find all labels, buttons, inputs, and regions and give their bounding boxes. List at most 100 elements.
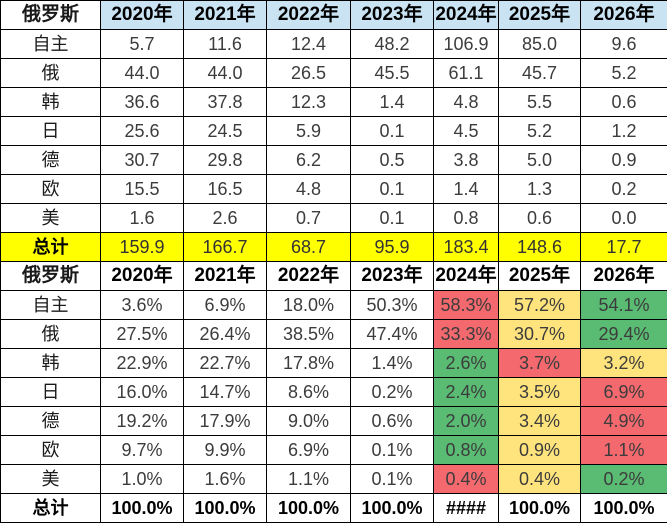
row-label-cell[interactable]: 俄	[1, 59, 101, 88]
value-cell[interactable]: 22.9%	[101, 349, 184, 378]
value-cell[interactable]: 1.6%	[184, 465, 267, 494]
value-cell[interactable]: 4.8	[267, 175, 351, 204]
value-cell[interactable]: 0.4%	[434, 465, 499, 494]
value-cell[interactable]: 1.3	[499, 175, 581, 204]
value-cell[interactable]: 3.7%	[499, 349, 581, 378]
value-cell[interactable]: 44.0	[184, 59, 267, 88]
row-label-cell[interactable]: 韩	[1, 88, 101, 117]
row-label-cell[interactable]: 德	[1, 407, 101, 436]
value-cell[interactable]: 0.6%	[351, 407, 434, 436]
value-cell[interactable]: 0.8	[434, 204, 499, 233]
value-cell[interactable]: 36.6	[101, 88, 184, 117]
value-cell[interactable]: 5.2	[499, 117, 581, 146]
total-value-cell[interactable]: 17.7	[581, 233, 667, 262]
value-cell[interactable]: 12.4	[267, 30, 351, 59]
value-cell[interactable]: 16.5	[184, 175, 267, 204]
total-value-cell[interactable]: 148.6	[499, 233, 581, 262]
value-cell[interactable]: 5.7	[101, 30, 184, 59]
value-cell[interactable]: 1.1%	[581, 436, 667, 465]
year-header-cell[interactable]: 2020年	[101, 1, 184, 30]
row-label-cell[interactable]: 日	[1, 117, 101, 146]
value-cell[interactable]: 29.4%	[581, 320, 667, 349]
value-cell[interactable]: 26.4%	[184, 320, 267, 349]
total-value-cell[interactable]: 100.0%	[184, 494, 267, 523]
value-cell[interactable]: 6.9%	[267, 436, 351, 465]
value-cell[interactable]: 1.4%	[351, 349, 434, 378]
value-cell[interactable]: 61.1	[434, 59, 499, 88]
value-cell[interactable]: 0.2	[581, 175, 667, 204]
value-cell[interactable]: 0.1%	[351, 465, 434, 494]
value-cell[interactable]: 25.6	[101, 117, 184, 146]
value-cell[interactable]: 24.5	[184, 117, 267, 146]
value-cell[interactable]: 2.0%	[434, 407, 499, 436]
value-cell[interactable]: 1.1%	[267, 465, 351, 494]
value-cell[interactable]: 3.6%	[101, 291, 184, 320]
row-label-cell[interactable]: 欧	[1, 436, 101, 465]
corner-header-cell[interactable]: 俄罗斯	[1, 262, 101, 291]
value-cell[interactable]: 45.5	[351, 59, 434, 88]
value-cell[interactable]: 45.7	[499, 59, 581, 88]
value-cell[interactable]: 54.1%	[581, 291, 667, 320]
year-header-cell[interactable]: 2020年	[101, 262, 184, 291]
total-value-cell[interactable]: 100.0%	[267, 494, 351, 523]
value-cell[interactable]: 17.8%	[267, 349, 351, 378]
value-cell[interactable]: 0.0	[581, 204, 667, 233]
value-cell[interactable]: 29.8	[184, 146, 267, 175]
value-cell[interactable]: 30.7%	[499, 320, 581, 349]
row-label-cell[interactable]: 自主	[1, 291, 101, 320]
value-cell[interactable]: 0.4%	[499, 465, 581, 494]
year-header-cell[interactable]: 2023年	[351, 1, 434, 30]
year-header-cell[interactable]: 2022年	[267, 262, 351, 291]
value-cell[interactable]: 48.2	[351, 30, 434, 59]
value-cell[interactable]: 0.1	[351, 117, 434, 146]
value-cell[interactable]: 4.9%	[581, 407, 667, 436]
total-value-cell[interactable]: 159.9	[101, 233, 184, 262]
total-value-cell[interactable]: 100.0%	[101, 494, 184, 523]
row-label-cell[interactable]: 美	[1, 465, 101, 494]
value-cell[interactable]: 0.1	[351, 175, 434, 204]
value-cell[interactable]: 0.5	[351, 146, 434, 175]
row-label-cell[interactable]: 自主	[1, 30, 101, 59]
value-cell[interactable]: 57.2%	[499, 291, 581, 320]
value-cell[interactable]: 37.8	[184, 88, 267, 117]
value-cell[interactable]: 0.1%	[351, 436, 434, 465]
row-label-cell[interactable]: 韩	[1, 349, 101, 378]
year-header-cell[interactable]: 2024年	[434, 1, 499, 30]
value-cell[interactable]: 9.9%	[184, 436, 267, 465]
value-cell[interactable]: 2.4%	[434, 378, 499, 407]
value-cell[interactable]: 4.8	[434, 88, 499, 117]
value-cell[interactable]: 44.0	[101, 59, 184, 88]
value-cell[interactable]: 0.9%	[499, 436, 581, 465]
value-cell[interactable]: 19.2%	[101, 407, 184, 436]
value-cell[interactable]: 30.7	[101, 146, 184, 175]
total-value-cell[interactable]: 100.0%	[499, 494, 581, 523]
value-cell[interactable]: 3.5%	[499, 378, 581, 407]
value-cell[interactable]: 6.2	[267, 146, 351, 175]
total-value-cell[interactable]: ####	[434, 494, 499, 523]
row-label-cell[interactable]: 欧	[1, 175, 101, 204]
value-cell[interactable]: 11.6	[184, 30, 267, 59]
row-label-cell[interactable]: 日	[1, 378, 101, 407]
value-cell[interactable]: 8.6%	[267, 378, 351, 407]
year-header-cell[interactable]: 2021年	[184, 1, 267, 30]
value-cell[interactable]: 85.0	[499, 30, 581, 59]
total-value-cell[interactable]: 100.0%	[581, 494, 667, 523]
value-cell[interactable]: 9.0%	[267, 407, 351, 436]
value-cell[interactable]: 16.0%	[101, 378, 184, 407]
year-header-cell[interactable]: 2024年	[434, 262, 499, 291]
value-cell[interactable]: 3.2%	[581, 349, 667, 378]
value-cell[interactable]: 2.6	[184, 204, 267, 233]
value-cell[interactable]: 1.4	[351, 88, 434, 117]
total-value-cell[interactable]: 68.7	[267, 233, 351, 262]
year-header-cell[interactable]: 2025年	[499, 262, 581, 291]
value-cell[interactable]: 15.5	[101, 175, 184, 204]
total-label-cell[interactable]: 总计	[1, 233, 101, 262]
value-cell[interactable]: 9.7%	[101, 436, 184, 465]
value-cell[interactable]: 58.3%	[434, 291, 499, 320]
value-cell[interactable]: 0.7	[267, 204, 351, 233]
value-cell[interactable]: 0.6	[499, 204, 581, 233]
value-cell[interactable]: 6.9%	[184, 291, 267, 320]
value-cell[interactable]: 38.5%	[267, 320, 351, 349]
value-cell[interactable]: 12.3	[267, 88, 351, 117]
value-cell[interactable]: 4.5	[434, 117, 499, 146]
